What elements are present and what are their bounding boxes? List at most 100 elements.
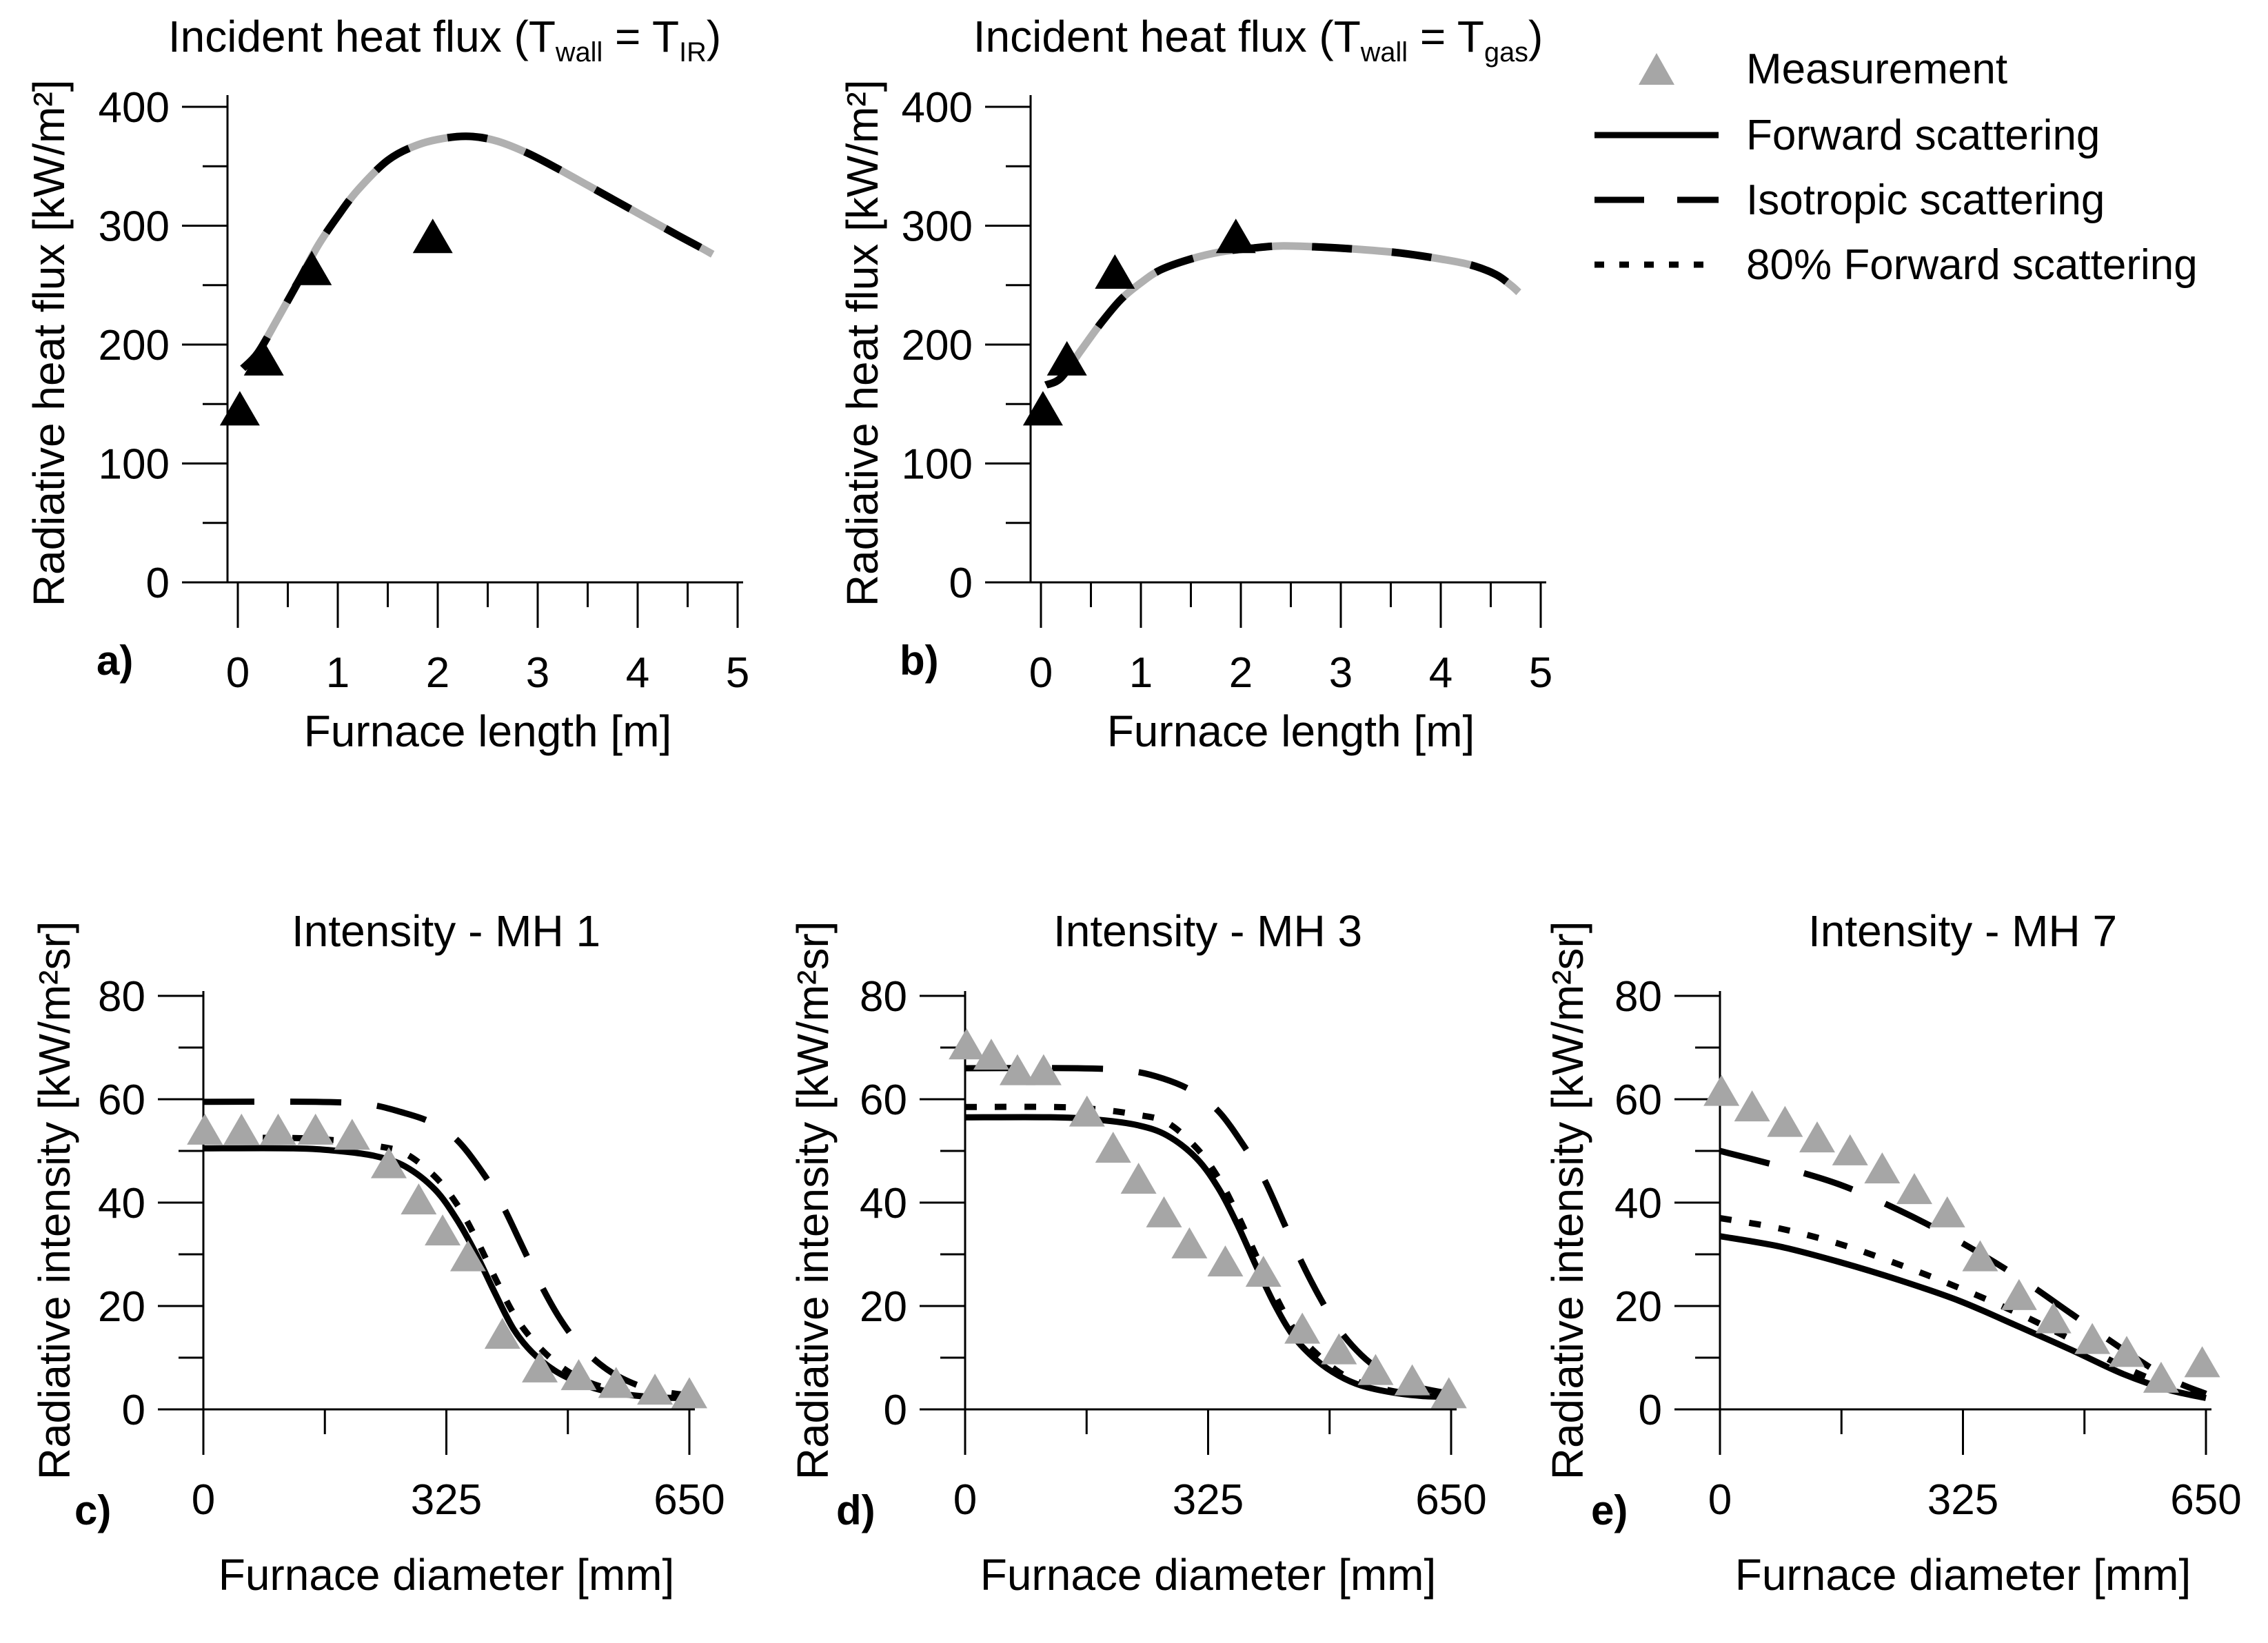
- measurement-triangle: [1357, 1354, 1394, 1385]
- panel-b-xaxis-title: Furnace length [m]: [1106, 706, 1475, 756]
- measurement-triangle: [370, 1147, 407, 1178]
- legend-label: Forward scattering: [1746, 111, 2100, 159]
- y-tick-label: 80: [1614, 973, 1662, 1021]
- curve-overlap-gray-a: [240, 132, 715, 371]
- x-tick-label: 3: [1329, 649, 1353, 697]
- measurement-triangle: [449, 1240, 486, 1272]
- measurement-triangle: [1171, 1227, 1208, 1258]
- measurement-triangle: [637, 1374, 674, 1405]
- measurement-triangle: [2035, 1302, 2072, 1334]
- long-dash-line-icon: [1592, 196, 1720, 204]
- panel-d-title: Intensity - MH 3: [1053, 906, 1363, 956]
- y-tick-label: 0: [146, 560, 170, 607]
- legend-label: 80% Forward scattering: [1746, 241, 2198, 289]
- curve-solid-e: [1719, 1233, 2207, 1401]
- measurement-triangle: [425, 1214, 461, 1246]
- measurement-triangle: [1095, 1132, 1131, 1163]
- measurement-triangle: [1025, 1054, 1062, 1085]
- x-tick-label: 5: [726, 649, 749, 697]
- legend-label: Isotropic scattering: [1746, 176, 2105, 224]
- panel-e-yaxis-title: Radiative intensity [kW/m²sr]: [1543, 921, 1593, 1480]
- x-tick-label: 0: [1708, 1476, 1732, 1524]
- legend-item-measurement: Measurement: [1592, 41, 2007, 96]
- panel-c-letter: c): [74, 1487, 112, 1533]
- measurement-triangle: [1120, 1163, 1157, 1194]
- panel-e-title: Intensity - MH 7: [1808, 906, 2118, 956]
- measurement-triangle: [973, 1039, 1009, 1070]
- measurement-triangle: [1962, 1240, 1998, 1272]
- measurement-triangle: [1095, 254, 1135, 289]
- x-tick-label: 650: [654, 1476, 725, 1524]
- measurement-triangle: [1864, 1152, 1901, 1184]
- y-tick-label: 0: [949, 560, 973, 607]
- measurement-triangle: [1146, 1196, 1182, 1227]
- measurement-triangle: [2001, 1278, 2037, 1310]
- measurement-triangle: [1069, 1095, 1105, 1127]
- measurement-triangle: [484, 1318, 520, 1349]
- curve-shortdash-e: [1719, 1215, 2207, 1399]
- x-tick-label: 2: [426, 649, 449, 697]
- panel-c-yaxis-title: Radiative intensity [kW/m²sr]: [30, 921, 80, 1480]
- measurement-triangle: [1832, 1134, 1868, 1165]
- y-tick-label: 200: [99, 322, 170, 369]
- panel-e-letter: e): [1591, 1487, 1628, 1533]
- legend-item-80-forward-scattering: 80% Forward scattering: [1592, 237, 2198, 292]
- measurement-triangle: [1896, 1173, 1932, 1205]
- curve-shortdash-c: [203, 1134, 690, 1400]
- y-tick-label: 0: [1639, 1387, 1662, 1434]
- panel-a-yaxis-title: Radiative heat flux [kW/m²]: [24, 79, 74, 607]
- panel-d-letter: d): [836, 1487, 875, 1533]
- x-tick-label: 650: [2170, 1476, 2241, 1524]
- x-tick-label: 4: [1429, 649, 1452, 697]
- y-tick-label: 80: [98, 973, 145, 1021]
- measurement-triangle: [243, 340, 284, 376]
- x-tick-label: 1: [1129, 649, 1153, 697]
- panel-c-title: Intensity - MH 1: [291, 906, 601, 956]
- measurement-triangle: [598, 1367, 634, 1398]
- measurement-triangle: [1430, 1377, 1467, 1409]
- measurement-triangle: [219, 391, 260, 426]
- x-tick-label: 2: [1229, 649, 1253, 697]
- measurement-triangle: [1022, 391, 1063, 426]
- legend-item-isotropic-scattering: Isotropic scattering: [1592, 172, 2105, 227]
- panel-d-xaxis-title: Furnace diameter [mm]: [980, 1550, 1437, 1600]
- curve-longdash-d: [964, 1065, 1452, 1397]
- measurement-triangle: [1929, 1196, 1965, 1227]
- panel-c-xaxis-title: Furnace diameter [mm]: [218, 1550, 675, 1600]
- y-tick-label: 400: [902, 84, 973, 132]
- measurement-triangle: [1767, 1105, 1803, 1137]
- measurement-triangle: [1703, 1074, 1740, 1106]
- measurement-triangle: [1799, 1121, 1835, 1153]
- y-tick-label: 80: [860, 973, 907, 1021]
- measurement-triangle: [1207, 1245, 1244, 1277]
- solid-line-icon: [1592, 131, 1720, 139]
- y-tick-label: 300: [99, 203, 170, 251]
- y-tick-label: 200: [902, 322, 973, 369]
- curve-longdash-c: [203, 1098, 690, 1399]
- y-tick-label: 40: [1614, 1180, 1662, 1227]
- y-tick-label: 60: [860, 1076, 907, 1124]
- y-tick-label: 40: [98, 1180, 145, 1227]
- legend-label: Measurement: [1746, 45, 2008, 93]
- measurement-triangle: [401, 1183, 437, 1215]
- measurement-triangle: [260, 1113, 296, 1145]
- x-tick-label: 1: [326, 649, 350, 697]
- curve-solid-d: [964, 1114, 1452, 1400]
- y-tick-label: 0: [122, 1387, 145, 1434]
- panel-b-letter: b): [900, 637, 939, 684]
- legend-item-forward-scattering: Forward scattering: [1592, 108, 2100, 163]
- measurement-triangle: [1734, 1090, 1770, 1122]
- x-tick-label: 5: [1529, 649, 1552, 697]
- y-tick-label: 300: [902, 203, 973, 251]
- measurement-triangle: [1394, 1364, 1430, 1396]
- measurement-triangle: [292, 250, 332, 285]
- curve-solid-c: [203, 1145, 690, 1401]
- measurement-triangle: [1245, 1256, 1282, 1287]
- dotted-line-icon: [1592, 261, 1720, 269]
- measurement-triangle: [1215, 218, 1256, 254]
- x-tick-label: 325: [411, 1476, 482, 1524]
- measurement-triangle: [297, 1113, 334, 1145]
- x-tick-label: 0: [192, 1476, 215, 1524]
- y-tick-label: 20: [98, 1283, 145, 1331]
